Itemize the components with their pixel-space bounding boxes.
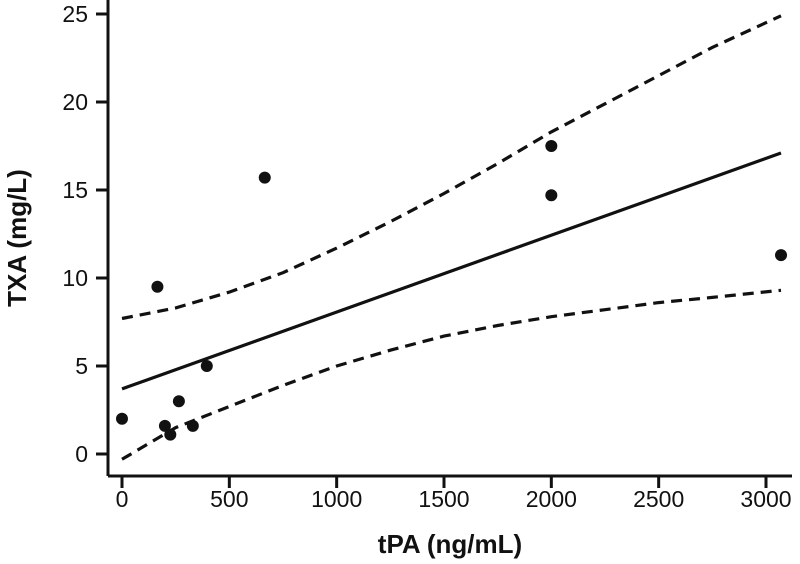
data-point xyxy=(151,280,164,293)
x-tick-label: 500 xyxy=(210,486,248,512)
y-axis-title: TXA (mg/L) xyxy=(2,169,32,307)
data-point xyxy=(186,419,199,432)
y-tick-label: 20 xyxy=(62,89,88,115)
x-tick-label: 1000 xyxy=(311,486,362,512)
data-point xyxy=(545,189,558,202)
data-point xyxy=(158,419,171,432)
y-tick-label: 15 xyxy=(62,177,88,203)
y-tick-label: 10 xyxy=(62,265,88,291)
data-point xyxy=(116,412,128,425)
data-point xyxy=(164,428,177,441)
data-point xyxy=(545,140,558,152)
x-axis-title: tPA (ng/mL) xyxy=(378,529,522,559)
y-tick-label: 25 xyxy=(62,1,88,27)
y-tick-label: 0 xyxy=(75,441,88,467)
data-point xyxy=(200,360,213,372)
x-tick-label: 0 xyxy=(116,486,129,512)
curves xyxy=(121,14,782,461)
x-ticks: 0 500 1000 1500 2000 2500 3000 xyxy=(116,476,792,512)
x-tick-label: 3000 xyxy=(740,486,791,512)
x-tick-label: 1500 xyxy=(418,486,469,512)
x-tick-label: 2500 xyxy=(633,486,684,512)
y-ticks: 0 5 10 15 20 25 xyxy=(62,1,108,467)
upper-confidence-band xyxy=(121,14,782,321)
data-point xyxy=(258,171,271,184)
x-tick-label: 2000 xyxy=(526,486,577,512)
y-tick-label: 5 xyxy=(75,353,88,379)
data-point xyxy=(775,249,788,262)
regression-line xyxy=(121,151,782,391)
data-point xyxy=(172,395,185,408)
points xyxy=(116,140,788,441)
axes xyxy=(106,0,792,478)
lower-confidence-band xyxy=(121,288,782,461)
